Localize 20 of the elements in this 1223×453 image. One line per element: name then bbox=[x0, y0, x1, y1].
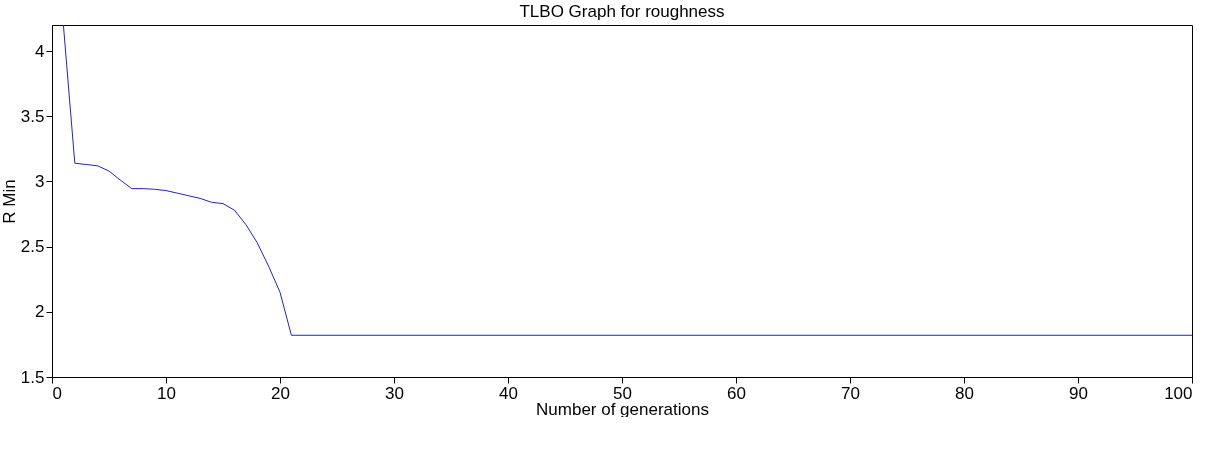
line-series bbox=[62, 24, 1193, 336]
x-tick-label: 90 bbox=[1069, 383, 1088, 403]
x-tick-label: 0 bbox=[52, 383, 62, 403]
y-axis-title: R Min bbox=[0, 179, 19, 224]
x-tick-label: 40 bbox=[499, 383, 518, 403]
y-tick-label: 3 bbox=[35, 171, 45, 191]
y-tick-label: 3.5 bbox=[20, 106, 45, 126]
x-tick-label: 60 bbox=[727, 383, 746, 403]
x-tick-label: 30 bbox=[385, 383, 404, 403]
y-tick-label: 1.5 bbox=[20, 367, 45, 387]
x-tick-label: 70 bbox=[841, 383, 860, 403]
chart-title: TLBO Graph for roughness bbox=[519, 1, 725, 21]
x-tick-label: 80 bbox=[955, 383, 974, 403]
y-tick-label: 2 bbox=[35, 302, 45, 322]
x-tick-label: 10 bbox=[157, 383, 176, 403]
x-tick-label: 50 bbox=[613, 383, 632, 403]
y-tick-label: 2.5 bbox=[20, 237, 45, 257]
y-tick-label: 4 bbox=[35, 41, 45, 61]
x-tick-label: 20 bbox=[271, 383, 290, 403]
x-tick-label: 100 bbox=[1164, 383, 1193, 403]
